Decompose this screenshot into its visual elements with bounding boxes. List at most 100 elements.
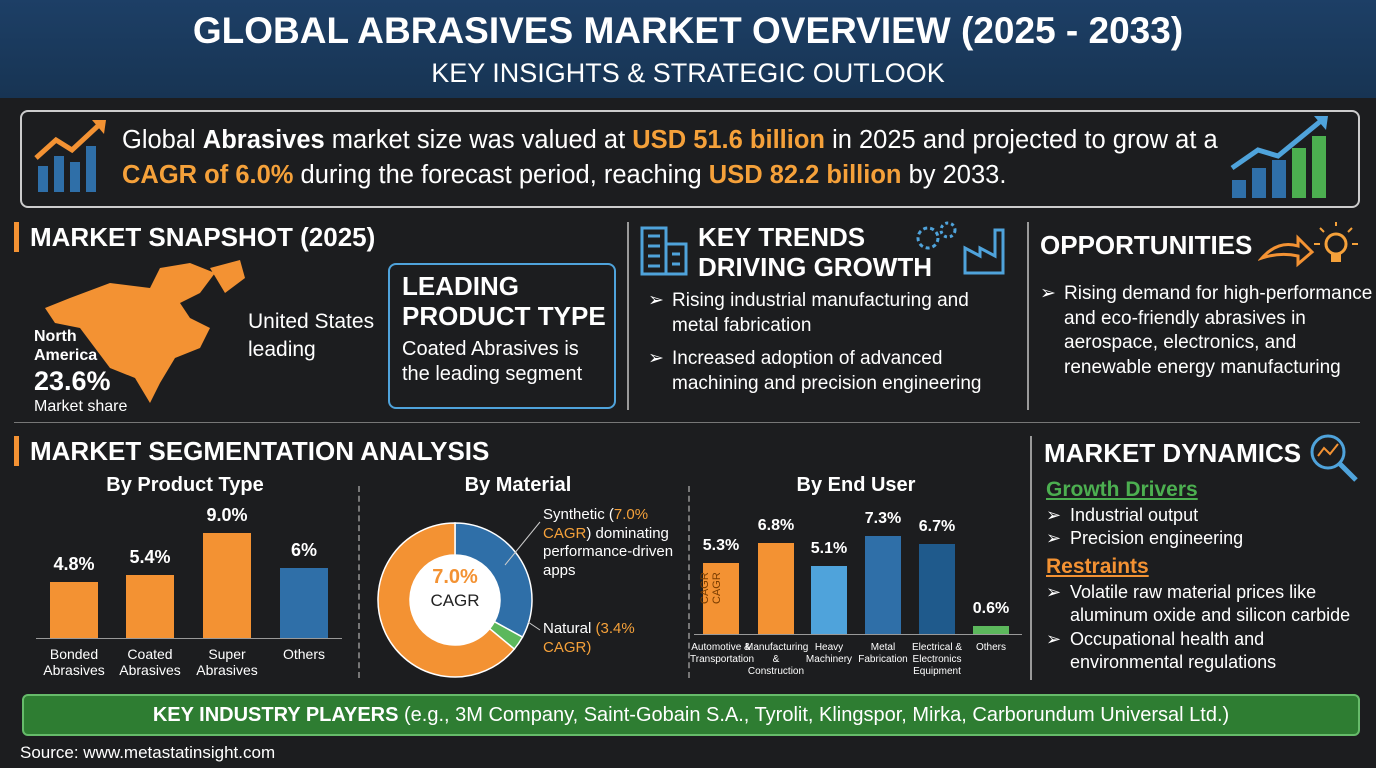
separator: [14, 422, 1360, 423]
center-value: 7.0%: [432, 566, 478, 588]
trend-item: Increased adoption of advanced machining…: [648, 346, 1022, 396]
restraint-item: Volatile raw material prices like alumin…: [1046, 581, 1376, 627]
summary-part: by 2033.: [901, 161, 1007, 189]
chart-icon: [1230, 116, 1328, 198]
section-title: MARKET SEGMENTATION ANALYSIS: [30, 436, 490, 466]
chart-title: By End User: [796, 474, 916, 496]
region: North America: [34, 328, 98, 364]
inner-label: CAGR: [699, 572, 711, 604]
axis-line: [694, 634, 1022, 635]
source: Source: www.metastatinsight.com: [20, 743, 276, 762]
players-label: KEY INDUSTRY PLAYERS: [152, 704, 399, 726]
magnifier-icon: [1310, 434, 1358, 482]
category-label: Metal Fabrication: [858, 642, 908, 665]
annotation-part: Natural: [543, 620, 596, 637]
divider: [627, 222, 629, 410]
idea-icon: [1258, 222, 1358, 268]
summary-part: in 2025 and projected to grow at a: [824, 126, 1218, 154]
bar: [973, 625, 1009, 634]
bar: [50, 581, 98, 638]
inner-label: CAGR: [711, 572, 723, 604]
center-sublabel: CAGR: [430, 591, 480, 610]
annotation-part: Synthetic (: [543, 506, 614, 523]
factory-icon: [916, 221, 1005, 275]
growth-icon: [34, 120, 106, 192]
summary-part: Global: [122, 126, 203, 154]
divider: [1027, 222, 1029, 410]
category-label: Others: [975, 642, 1006, 653]
title: GLOBAL ABRASIVES MARKET OVERVIEW (2025 -…: [192, 10, 1184, 51]
section-title: OPPORTUNITIES: [1040, 230, 1253, 260]
building-icon: [640, 226, 688, 276]
map: [45, 260, 245, 403]
summary-box: [20, 110, 1360, 208]
value-label: 5.4%: [129, 546, 171, 567]
section-title: MARKET DYNAMICS: [1044, 438, 1302, 468]
bar: [203, 532, 251, 638]
restraints-title: Restraints: [1046, 555, 1149, 578]
chart-title: By Material: [464, 474, 572, 496]
annotation-part: (3.4% CAGR): [543, 620, 635, 656]
players-text: (e.g., 3M Company, Saint-Gobain S.A., Ty…: [404, 704, 1230, 726]
category-label: Manufacturing & Construction: [745, 642, 809, 677]
axis-line: [36, 638, 342, 639]
bar: [758, 542, 794, 634]
category-label: Coated Abrasives: [119, 646, 181, 678]
leading-title: LEADING PRODUCT TYPE: [402, 271, 606, 331]
driver-item: Industrial output: [1046, 504, 1198, 527]
trend-item: Rising industrial manufacturing and meta…: [648, 288, 1012, 338]
leading-text: Coated Abrasives is the leading segment: [402, 338, 583, 385]
annotation-part: 7.0% CAGR: [543, 506, 649, 542]
bar: [280, 567, 328, 638]
leading-box: [388, 263, 616, 409]
share: 23.6%: [34, 366, 111, 396]
section-marker: [14, 222, 19, 252]
summary-part: USD 51.6 billion: [632, 126, 825, 154]
players-bar: KEY INDUSTRY PLAYERS (e.g., 3M Company, …: [22, 694, 1360, 736]
leader: [504, 521, 541, 566]
value-label: 9.0%: [206, 504, 248, 525]
bar: [865, 536, 901, 634]
divider: [358, 486, 360, 678]
category-label: Super Abrasives: [196, 646, 258, 678]
value-label: 0.6%: [972, 599, 1010, 617]
value-label: 4.8%: [53, 553, 95, 574]
value-label: 6.7%: [918, 518, 956, 536]
annotation: Natural (3.4% CAGR): [543, 620, 653, 657]
category-label: Others: [282, 646, 325, 662]
summary-text: Global Abrasives market size was valued …: [122, 123, 1222, 193]
share-label: Market share: [34, 398, 128, 415]
chart-title: By Product Type: [106, 474, 264, 496]
drivers-title: Growth Drivers: [1046, 478, 1198, 501]
annotation: Synthetic (7.0% CAGR) dominating perform…: [543, 506, 683, 581]
country-note: United States leading: [248, 310, 375, 361]
value-label: 6.8%: [757, 516, 795, 534]
bar: [919, 544, 955, 634]
annotation-part: ) dominating performance-driven apps: [543, 524, 674, 580]
category-label: Bonded Abrasives: [43, 646, 105, 678]
value-label: 6%: [290, 539, 317, 560]
bar: [703, 562, 739, 634]
value-label: 7.3%: [864, 510, 902, 528]
donut-hole: [410, 555, 500, 645]
header: [0, 0, 1376, 98]
bar: [126, 574, 174, 638]
subtitle: KEY INSIGHTS & STRATEGIC OUTLOOK: [431, 58, 945, 88]
category-label: Electrical & Electronics Equipment: [911, 642, 962, 677]
summary-part: USD 82.2 billion: [708, 161, 902, 189]
restraint-item: Occupational health and environmental re…: [1046, 628, 1370, 674]
category-label: Heavy Machinery: [805, 642, 853, 665]
section-title: KEY TRENDS DRIVING GROWTH: [698, 222, 932, 282]
value-label: 5.1%: [810, 539, 848, 557]
divider: [1030, 436, 1032, 680]
driver-item: Precision engineering: [1046, 527, 1243, 550]
divider: [688, 486, 690, 678]
summary-part: Abrasives: [202, 126, 325, 154]
opportunity-item: Rising demand for high-performance and e…: [1040, 282, 1376, 380]
section-title: MARKET SNAPSHOT (2025): [30, 222, 376, 252]
leader: [527, 621, 541, 631]
summary-part: market size was valued at: [324, 126, 633, 154]
section-marker: [14, 436, 19, 466]
